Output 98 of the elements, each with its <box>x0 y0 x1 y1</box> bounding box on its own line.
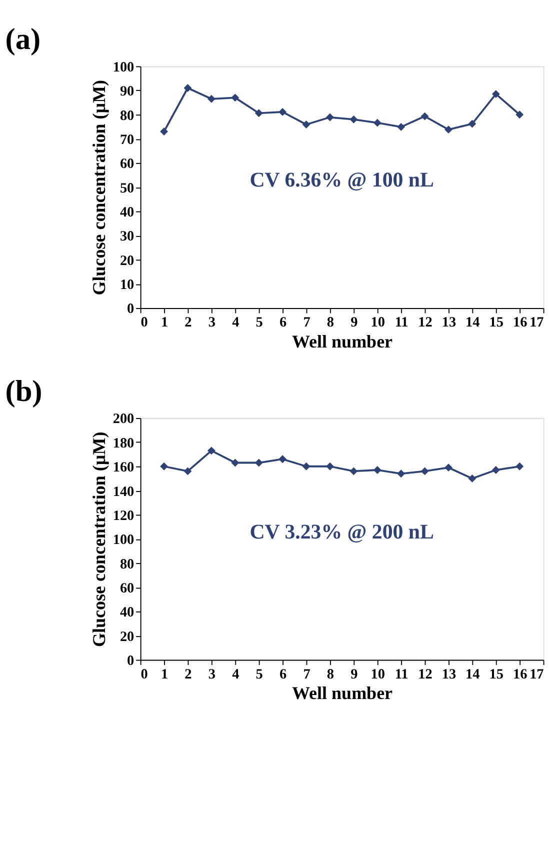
point <box>302 120 310 128</box>
x-tick-label: 11 <box>394 314 408 331</box>
x-tick-label: 17 <box>530 666 544 682</box>
y-tick-label: 70 <box>120 132 134 148</box>
y-tick-label: 60 <box>120 580 134 596</box>
point <box>373 118 382 127</box>
point <box>278 455 287 464</box>
x-tick-label: 3 <box>208 314 216 331</box>
x-tick-label: 5 <box>256 666 263 682</box>
y-tick-label: 200 <box>112 411 134 428</box>
point <box>160 128 168 136</box>
x-tick-label: 11 <box>394 666 408 682</box>
point <box>444 464 452 472</box>
annotation: CV 6.36% @ 100 nL <box>250 168 434 192</box>
x-tick-label: 13 <box>442 666 456 682</box>
x-tick-label: 16 <box>512 666 528 682</box>
y-tick-label: 40 <box>120 604 134 621</box>
x-tick-label: 6 <box>279 666 287 682</box>
x-tick-label: 8 <box>326 314 334 331</box>
point <box>207 94 216 103</box>
point <box>492 90 500 98</box>
point <box>373 466 382 474</box>
y-tick-label: 60 <box>120 156 134 172</box>
x-tick-label: 10 <box>370 666 385 682</box>
x-tick-label: 0 <box>140 666 148 682</box>
point <box>397 122 406 131</box>
point <box>420 467 429 476</box>
x-tick-label: 8 <box>326 666 334 682</box>
point <box>397 470 406 478</box>
x-tick-label: 12 <box>418 666 432 682</box>
y-tick-label: 0 <box>127 653 134 670</box>
x-tick-label: 6 <box>279 314 287 331</box>
x-tick-label: 3 <box>208 666 216 682</box>
point <box>207 446 216 455</box>
x-tick-label: 12 <box>418 314 432 331</box>
point <box>350 115 358 124</box>
x-tick-label: 15 <box>489 666 504 682</box>
x-tick-label: 4 <box>232 666 240 682</box>
point <box>278 108 287 116</box>
point <box>492 466 500 474</box>
point <box>254 109 263 118</box>
point <box>231 458 240 467</box>
x-tick-label: 4 <box>232 314 240 331</box>
point <box>350 467 358 476</box>
y-tick-label: 100 <box>112 532 134 548</box>
point <box>326 113 334 122</box>
point <box>326 462 334 470</box>
y-tick-label: 180 <box>112 435 134 452</box>
x-tick-label: 14 <box>466 666 480 682</box>
y-tick-label: 120 <box>112 508 134 524</box>
chart-title: (b) <box>5 374 42 408</box>
y-tick-label: 160 <box>112 460 134 476</box>
point <box>420 112 429 120</box>
y-tick-label: 30 <box>120 228 134 245</box>
point <box>444 126 452 134</box>
x-tick-label: 14 <box>466 314 480 331</box>
y-tick-label: 80 <box>120 108 134 124</box>
point <box>184 84 192 92</box>
x-tick-label: 7 <box>303 666 310 682</box>
point <box>468 474 476 482</box>
x-tick-label: 9 <box>350 314 358 331</box>
x-tick-label: 7 <box>303 314 310 331</box>
point <box>231 94 240 102</box>
y-axis-title: Glucose concentration (µM) <box>89 80 110 296</box>
x-tick-label: 10 <box>370 314 385 331</box>
x-tick-label: 15 <box>489 314 504 331</box>
y-tick-label: 90 <box>120 84 134 100</box>
x-tick-label: 16 <box>512 314 528 331</box>
x-tick-label: 2 <box>184 314 192 331</box>
point <box>516 462 524 470</box>
point <box>302 462 310 470</box>
point <box>184 467 192 476</box>
y-tick-label: 20 <box>120 252 134 269</box>
y-axis-title: Glucose concentration (µM) <box>89 432 110 648</box>
y-tick-label: 0 <box>127 301 134 318</box>
y-tick-label: 20 <box>120 628 134 645</box>
x-tick-label: 13 <box>442 314 456 331</box>
y-tick-label: 40 <box>120 204 134 221</box>
chart-title: (a) <box>5 22 41 56</box>
x-tick-label: 17 <box>530 314 544 331</box>
point <box>160 462 168 470</box>
x-tick-label: 5 <box>256 314 263 331</box>
x-tick-label: 1 <box>160 666 168 682</box>
point <box>468 120 476 128</box>
y-tick-label: 50 <box>120 180 134 196</box>
annotation: CV 3.23% @ 200 nL <box>250 519 434 544</box>
y-tick-label: 80 <box>120 556 134 572</box>
y-tick-label: 10 <box>120 277 134 294</box>
y-tick-label: 140 <box>112 484 134 500</box>
x-axis-title: Well number <box>292 331 393 352</box>
y-tick-label: 100 <box>112 59 134 76</box>
point <box>516 110 524 119</box>
x-tick-label: 0 <box>140 314 148 331</box>
x-axis-title: Well number <box>292 683 393 704</box>
x-tick-label: 9 <box>350 666 358 682</box>
point <box>254 458 263 467</box>
x-tick-label: 1 <box>160 314 168 331</box>
x-tick-label: 2 <box>184 666 192 682</box>
